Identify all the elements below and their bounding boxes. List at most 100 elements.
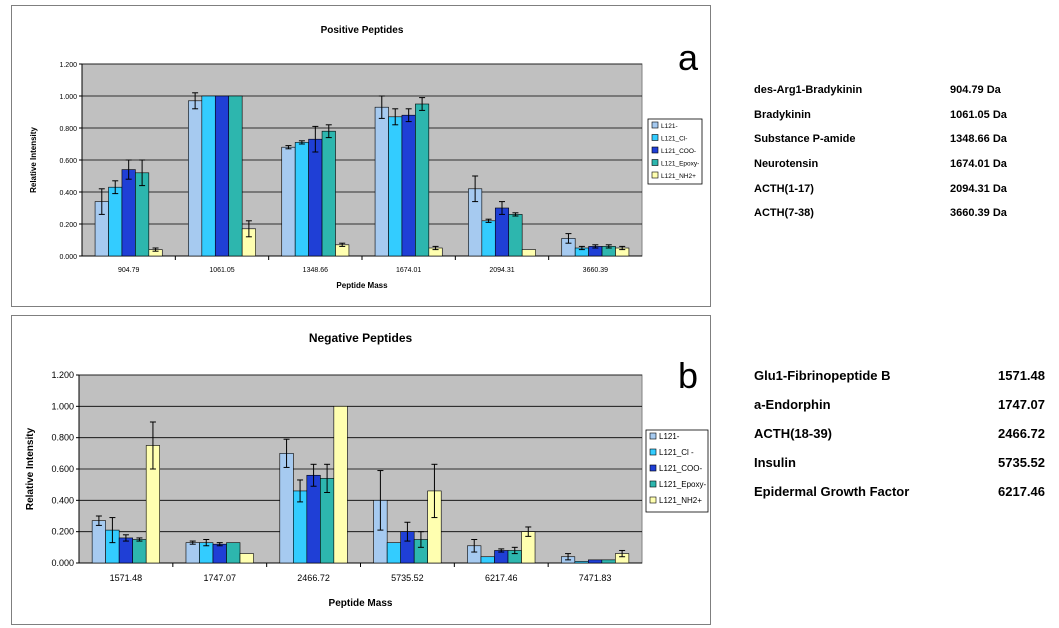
bar: [294, 142, 309, 257]
bar: [321, 130, 336, 257]
reference-row: Neurotensin 1674.01 Da: [754, 152, 1007, 177]
legend-label: L121_COO-: [661, 148, 696, 155]
legend-label: L121_NH2+: [659, 496, 702, 505]
peptide-name: Substance P-amide: [754, 133, 856, 146]
peptide-mass: 1061.05 Da: [950, 108, 1007, 121]
reference-row: ACTH(18-39) 2466.72: [754, 419, 1045, 448]
chart-title: Positive Peptides: [321, 25, 404, 36]
peptide-mass: 1747.07: [998, 397, 1045, 412]
legend-swatch: [651, 134, 659, 141]
legend-label: L121_Cl-: [661, 136, 687, 143]
panel-label-b: b: [678, 355, 699, 396]
bar: [121, 169, 136, 257]
peptide-name: ACTH(18-39): [754, 426, 833, 441]
bar: [480, 556, 495, 564]
bar: [228, 95, 243, 257]
legend: [645, 429, 709, 513]
x-tick-label: 1348.66: [303, 267, 328, 274]
positive-peptides-chart-panel: Positive Peptides 0.000 0.200 0.400 0.600 0.8…: [11, 5, 711, 307]
x-axis-label: Peptide Mass: [336, 281, 388, 290]
peptide-mass: 1571.48: [998, 368, 1045, 383]
bar: [481, 220, 496, 257]
legend-label: L121_Epoxy-: [661, 161, 699, 168]
y-tick-label: 0.200: [59, 222, 77, 229]
bar: [306, 474, 321, 564]
legend-swatch: [649, 432, 657, 440]
y-tick-label: 0.600: [59, 158, 77, 165]
peptide-mass: 904.79 Da: [950, 84, 1001, 97]
bar: [308, 138, 323, 257]
x-tick-label: 1061.05: [209, 267, 234, 274]
bar: [132, 539, 147, 564]
legend-label: L121_NH2+: [661, 173, 696, 180]
peptide-mass: 3660.39 Da: [950, 207, 1007, 220]
reference-row: Insulin 5735.52: [754, 448, 1045, 477]
legend-swatch: [651, 159, 659, 166]
peptide-mass: 2466.72: [998, 426, 1045, 441]
x-tick-label: 2094.31: [489, 267, 514, 274]
positive-peptides-chart: Positive Peptides 0.000 0.200 0.400 0.600 0.8…: [29, 25, 703, 290]
legend-swatch: [649, 448, 657, 456]
x-tick-label: 1747.07: [203, 573, 236, 583]
legend-swatch: [651, 171, 659, 179]
bar: [239, 553, 254, 564]
legend-label: L121_Cl -: [659, 448, 694, 457]
bar: [201, 95, 216, 257]
reference-row: a-Endorphin 1747.07: [754, 390, 1045, 419]
bar: [91, 520, 106, 564]
y-tick-label: 0.400: [51, 495, 74, 505]
peptide-name: ACTH(7-38): [754, 207, 814, 220]
reference-row: Substance P-amide 1348.66 Da: [754, 127, 1007, 152]
x-tick-label: 2466.72: [297, 573, 330, 583]
chart-title: Negative Peptides: [309, 331, 413, 345]
x-tick-label: 6217.46: [485, 573, 518, 583]
y-tick-label: 1.000: [59, 94, 77, 101]
negative-peptides-chart-panel: Negative Peptides 0.000 0.200 0.400 0.600 0.8…: [11, 315, 711, 625]
peptide-name: ACTH(1-17): [754, 182, 814, 195]
y-tick-label: 0.200: [51, 527, 74, 537]
bar: [415, 103, 430, 257]
negative-peptides-reference-table: Glu1-Fibrinopeptide B 1571.48 a-Endorphin 1…: [754, 361, 1045, 506]
legend-label: L121_COO-: [659, 464, 702, 473]
peptide-name: a-Endorphin: [754, 397, 831, 412]
bar: [521, 249, 536, 257]
peptide-name: des-Arg1-Bradykinin: [754, 84, 863, 97]
bar: [508, 214, 523, 257]
reference-row: ACTH(7-38) 3660.39 Da: [754, 201, 1007, 226]
legend-swatch: [651, 121, 659, 129]
bar: [401, 114, 416, 257]
y-tick-label: 0.800: [59, 126, 77, 133]
legend-label: L121-: [659, 432, 680, 441]
bar: [118, 537, 133, 564]
bar: [108, 186, 123, 257]
reference-row: Bradykinin 1061.05 Da: [754, 103, 1007, 128]
negative-peptides-chart: Negative Peptides 0.000 0.200 0.400 0.600 0.8…: [25, 331, 709, 609]
positive-peptides-reference-table: des-Arg1-Bradykinin 904.79 Da Bradykinin 10…: [754, 78, 1007, 226]
bar: [601, 559, 616, 564]
bar: [588, 559, 603, 564]
peptide-mass: 5735.52: [998, 455, 1045, 470]
bar: [279, 453, 294, 564]
legend-swatch: [649, 464, 657, 472]
y-tick-label: 0.600: [51, 464, 74, 474]
bar: [574, 561, 589, 564]
bar: [388, 116, 403, 257]
y-axis-label: Relative Intensity: [25, 427, 36, 510]
legend-swatch: [649, 480, 657, 488]
peptide-mass: 2094.31 Da: [950, 182, 1007, 195]
legend-swatch: [649, 496, 657, 504]
peptide-mass: 1674.01 Da: [950, 158, 1007, 171]
x-tick-label: 1571.48: [110, 573, 143, 583]
peptide-name: Neurotensin: [754, 158, 819, 171]
y-tick-label: 1.200: [51, 370, 74, 380]
x-tick-label: 5735.52: [391, 573, 424, 583]
bar: [374, 106, 389, 257]
y-tick-label: 0.000: [59, 254, 77, 261]
peptide-mass: 6217.46: [998, 484, 1045, 499]
legend-swatch: [651, 146, 659, 154]
y-axis-label: Relative Intensity: [29, 127, 38, 193]
x-tick-label: 7471.83: [579, 573, 612, 583]
x-tick-label: 3660.39: [583, 267, 608, 274]
bar: [226, 542, 241, 564]
y-tick-label: 0.400: [59, 190, 77, 197]
